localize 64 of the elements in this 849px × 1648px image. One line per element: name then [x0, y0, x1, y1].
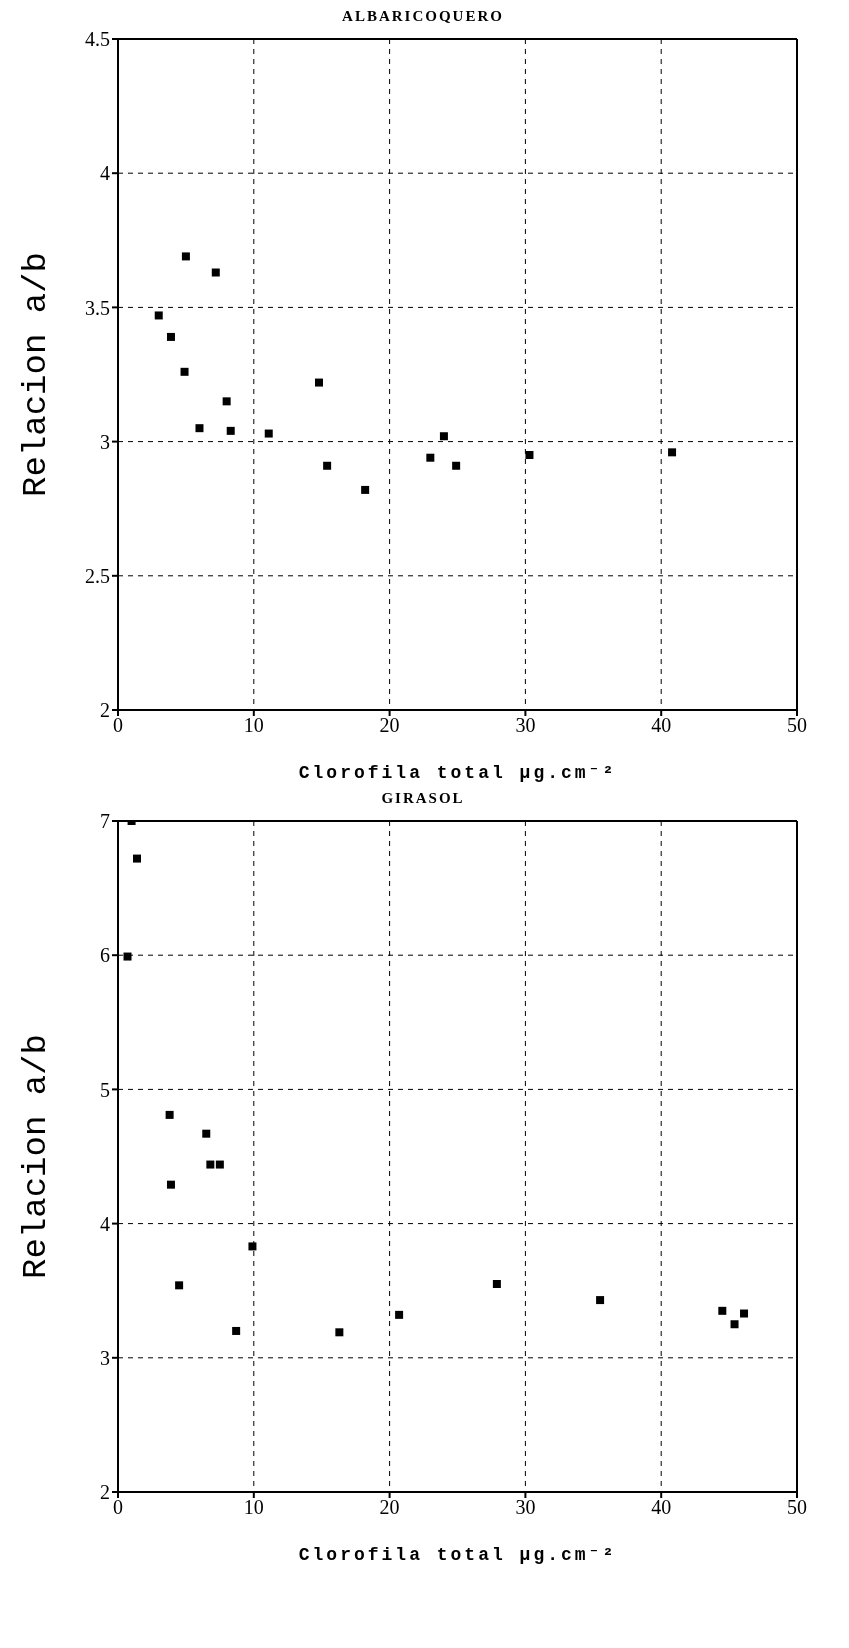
x-tick-label: 30: [515, 714, 536, 737]
point: [202, 1129, 211, 1138]
point: [211, 268, 220, 277]
y-tick-label: 4.5: [85, 28, 110, 51]
point: [248, 1242, 257, 1251]
x-axis-title: Clorofila total µg.cm⁻²: [298, 1545, 617, 1565]
x-tick-label: 40: [651, 714, 672, 737]
chart-title: ALBARICOQUERO: [341, 8, 505, 26]
y-tick-label: 4: [100, 1212, 110, 1235]
point: [740, 1309, 749, 1318]
x-tick-label: 10: [243, 714, 264, 737]
point: [195, 424, 204, 433]
chart-title: GIRASOL: [380, 790, 466, 808]
y-tick-label: 2: [100, 699, 110, 722]
point: [175, 1281, 184, 1290]
point: [426, 453, 435, 462]
point: [395, 1310, 404, 1319]
y-tick-label: 7: [100, 810, 110, 833]
point: [222, 397, 231, 406]
x-tick-label: 0: [113, 714, 123, 737]
point: [226, 426, 235, 435]
y-tick-label: 5: [100, 1078, 110, 1101]
point: [596, 1296, 605, 1305]
point: [133, 854, 142, 863]
point: [525, 451, 534, 460]
x-axis-title: Clorofila total µg.cm⁻²: [298, 763, 617, 783]
point: [232, 1326, 241, 1335]
y-axis-title: Relacion a/b: [17, 1034, 56, 1279]
x-tick-label: 30: [515, 1496, 536, 1519]
y-tick-label: 3: [100, 1346, 110, 1369]
point: [180, 367, 189, 376]
point: [206, 1160, 215, 1169]
point: [452, 461, 461, 470]
x-tick-label: 40: [651, 1496, 672, 1519]
x-tick-label: 20: [379, 1496, 400, 1519]
y-tick-label: 4: [100, 162, 110, 185]
y-tick-label: 3: [100, 430, 110, 453]
point: [181, 252, 190, 261]
x-tick-label: 0: [113, 1496, 123, 1519]
point: [264, 429, 273, 438]
point: [718, 1306, 727, 1315]
point: [215, 1160, 224, 1169]
point: [335, 1328, 344, 1337]
y-tick-label: 2.5: [85, 564, 110, 587]
point: [154, 311, 163, 320]
point: [361, 485, 370, 494]
point: [123, 952, 132, 961]
x-tick-label: 10: [243, 1496, 264, 1519]
point: [166, 1180, 175, 1189]
point: [323, 461, 332, 470]
y-tick-label: 2: [100, 1481, 110, 1504]
y-tick-label: 6: [100, 944, 110, 967]
y-axis-title: Relacion a/b: [17, 252, 56, 497]
point: [730, 1320, 739, 1329]
point: [314, 378, 323, 387]
point: [492, 1279, 501, 1288]
point: [439, 432, 448, 441]
point: [668, 448, 677, 457]
y-tick-label: 3.5: [85, 296, 110, 319]
x-tick-label: 20: [379, 714, 400, 737]
x-tick-label: 50: [787, 714, 807, 737]
x-tick-label: 50: [787, 1496, 807, 1519]
point: [165, 1110, 174, 1119]
point: [166, 332, 175, 341]
